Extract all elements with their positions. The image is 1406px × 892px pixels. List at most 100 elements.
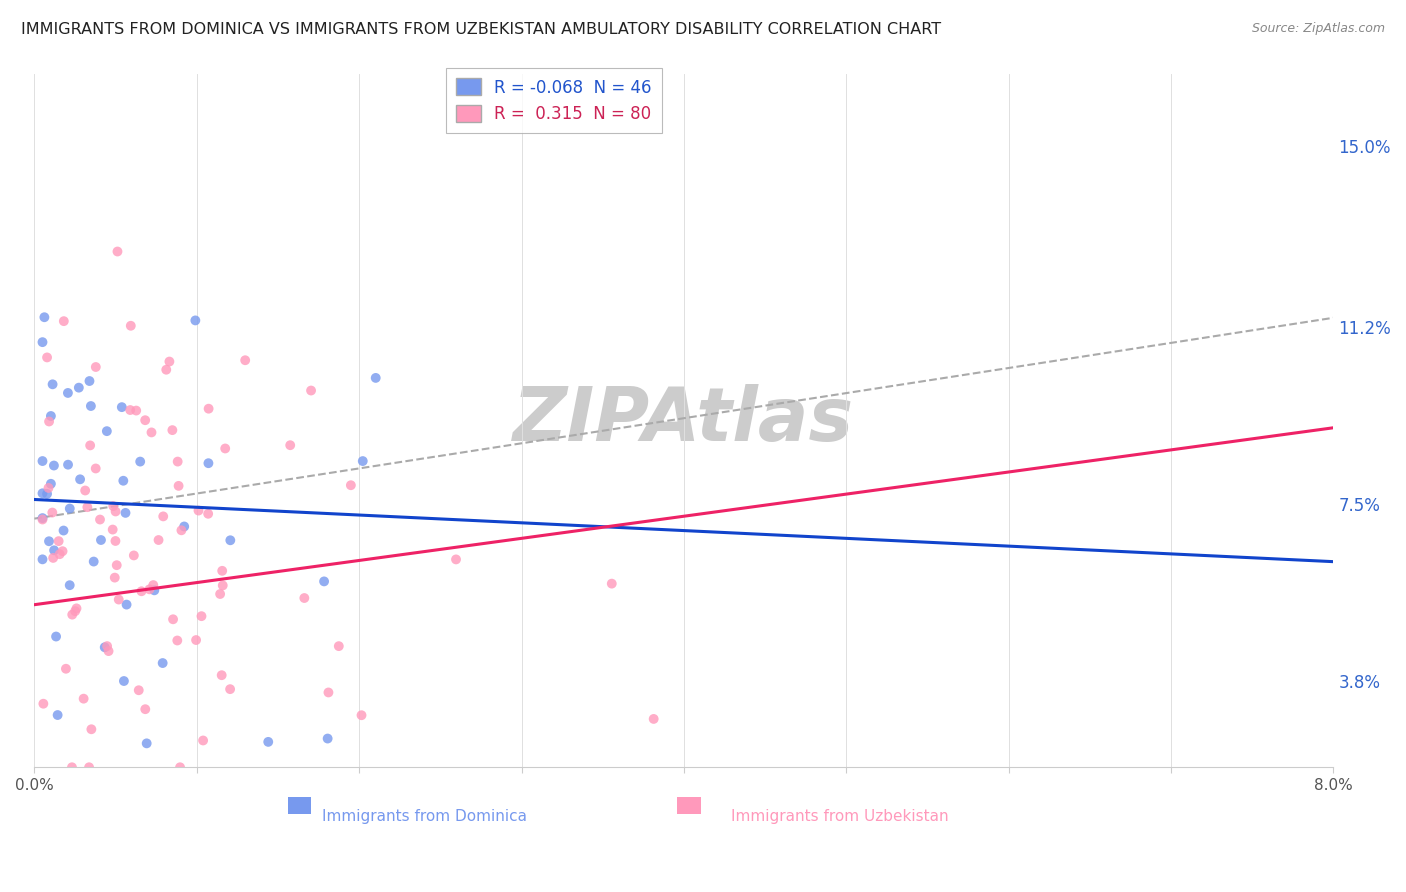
Point [101,523,124,537]
Point [39,476,62,491]
Point [120,318,142,333]
Text: Source: ZipAtlas.com: Source: ZipAtlas.com [1251,22,1385,36]
Point [89,512,111,526]
Point [112,474,135,488]
Point [122,549,145,563]
Text: ZIPAtlas: ZIPAtlas [513,384,855,457]
Point [31,335,53,350]
Point [72,691,94,706]
Point [142,578,165,592]
Point [278,438,301,452]
Point [444,552,467,566]
Point [125,403,148,417]
Point [167,479,190,493]
Point [111,400,134,414]
Point [67,381,90,395]
Point [600,576,623,591]
Point [135,736,157,750]
Point [38,534,60,549]
Point [191,733,214,747]
Point [134,702,156,716]
Point [166,633,188,648]
Point [103,499,125,513]
Point [152,656,174,670]
Point [41,506,63,520]
Point [187,503,209,517]
Point [59,578,82,592]
Point [39,409,62,423]
Text: Immigrants from Dominica: Immigrants from Dominica [322,809,527,824]
Point [42,458,65,473]
Point [59,501,82,516]
Point [46,708,69,723]
Point [214,442,236,456]
Point [55,662,77,676]
Point [79,374,101,388]
Point [219,533,242,548]
Point [42,543,65,558]
Point [211,564,233,578]
Point [292,591,315,605]
Point [38,415,60,429]
Point [69,472,91,486]
Point [166,454,188,468]
Point [93,640,115,655]
Point [34,310,56,325]
Point [107,244,129,259]
Point [219,682,242,697]
Point [79,438,101,452]
Point [169,760,191,774]
Point [143,583,166,598]
Point [197,401,219,416]
Point [340,478,363,492]
Point [134,413,156,427]
Point [128,683,150,698]
Point [63,604,86,618]
Point [643,712,665,726]
Point [97,644,120,658]
Point [155,362,177,376]
Point [52,544,75,558]
Point [114,506,136,520]
Point [42,550,65,565]
Point [104,533,127,548]
Point [148,533,170,547]
Point [352,454,374,468]
Point [96,639,118,653]
Point [31,454,53,468]
Point [197,507,219,521]
Point [84,461,107,475]
Text: IMMIGRANTS FROM DOMINICA VS IMMIGRANTS FROM UZBEKISTAN AMBULATORY DISABILITY COR: IMMIGRANTS FROM DOMINICA VS IMMIGRANTS F… [21,22,941,37]
Point [37,481,59,495]
Point [129,454,152,468]
Point [299,384,322,398]
Point [190,609,212,624]
Point [104,504,127,518]
Point [104,571,127,585]
Point [131,584,153,599]
Point [318,685,340,699]
Point [115,598,138,612]
Point [41,377,63,392]
Point [80,723,103,737]
Point [96,424,118,438]
Point [35,487,58,501]
Point [75,483,97,498]
Point [80,399,103,413]
Point [152,509,174,524]
Point [52,524,75,538]
Point [52,314,75,328]
Point [45,630,67,644]
Point [141,425,163,440]
Point [211,578,233,592]
Point [112,673,135,688]
Legend: R = -0.068  N = 46, R =  0.315  N = 80: R = -0.068 N = 46, R = 0.315 N = 80 [446,69,662,133]
Point [173,519,195,533]
Point [31,486,53,500]
Point [314,574,336,589]
Point [31,511,53,525]
Point [157,354,180,368]
Point [120,403,142,417]
Point [184,633,207,648]
Point [35,351,58,365]
